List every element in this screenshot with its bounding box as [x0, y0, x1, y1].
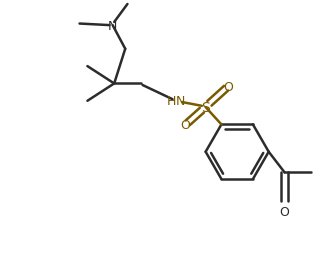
Text: O: O	[223, 81, 233, 94]
Text: N: N	[176, 95, 185, 108]
Text: S: S	[201, 101, 210, 115]
Text: H: H	[166, 95, 176, 108]
Text: O: O	[180, 118, 190, 131]
Text: O: O	[279, 205, 289, 218]
Text: N: N	[108, 20, 117, 33]
